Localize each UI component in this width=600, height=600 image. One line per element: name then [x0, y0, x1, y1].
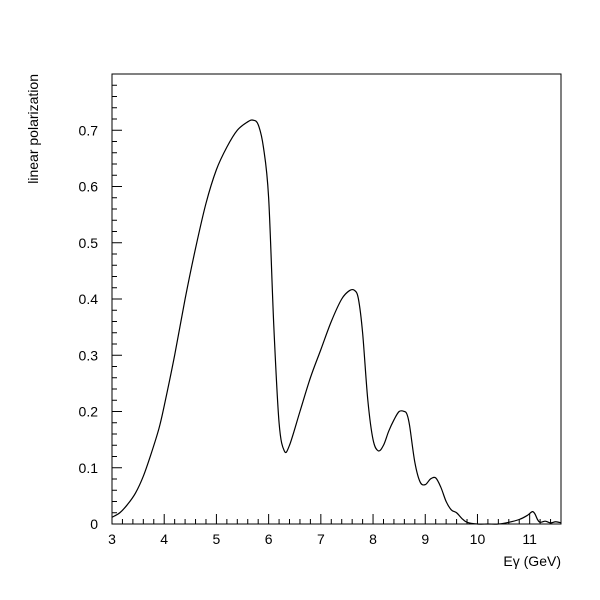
- y-tick-label: 0.5: [79, 235, 99, 251]
- y-tick-label: 0: [90, 516, 98, 532]
- x-tick-label: 4: [160, 531, 168, 547]
- y-tick-label: 0.4: [79, 291, 99, 307]
- x-tick-label: 10: [470, 531, 486, 547]
- plot-frame: [111, 73, 562, 525]
- x-tick-label: 3: [108, 531, 116, 547]
- y-tick-label: 0.1: [79, 460, 99, 476]
- x-axis-title: Eγ (GeV): [503, 553, 561, 569]
- axis-tick-labels: 3 4 5 6 7 8 9 10 11 0 0.1 0.2 0.3 0.4 0.5 0.6 0.7: [79, 122, 538, 547]
- polarization-curve: [111, 119, 562, 525]
- x-tick-label: 5: [213, 531, 221, 547]
- x-tick-label: 9: [421, 531, 429, 547]
- y-tick-label: 0.3: [79, 347, 99, 363]
- y-tick-label: 0.7: [79, 122, 99, 138]
- x-tick-label: 8: [369, 531, 377, 547]
- x-tick-label: 6: [265, 531, 273, 547]
- x-tick-label: 11: [522, 531, 537, 547]
- y-axis-title: linear polarization: [25, 74, 41, 184]
- y-tick-label: 0.6: [79, 179, 99, 195]
- x-tick-label: 7: [317, 531, 325, 547]
- axis-ticks: [111, 73, 562, 525]
- y-tick-label: 0.2: [79, 404, 99, 420]
